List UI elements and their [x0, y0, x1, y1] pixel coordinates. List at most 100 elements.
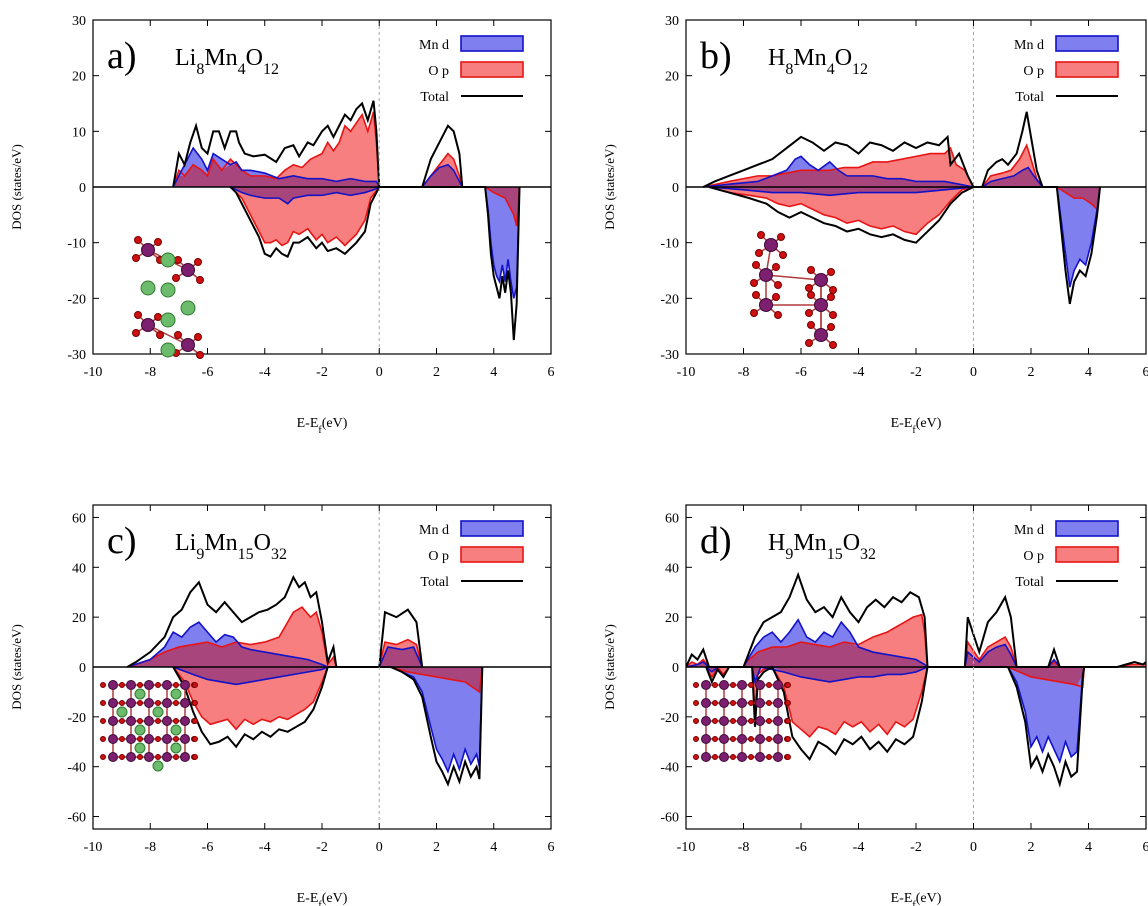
oxygen-atom — [785, 682, 791, 688]
oxygen-atom — [137, 754, 143, 760]
legend-swatch-mnd — [1055, 520, 1119, 537]
x-axis-label-unit: (eV) — [322, 891, 348, 906]
oxygen-atom — [154, 313, 162, 321]
legend-label: Total — [420, 90, 449, 105]
oxygen-atom — [807, 291, 815, 299]
manganese-atom — [108, 734, 118, 744]
lithium-atom — [180, 300, 196, 316]
y-tick-label: 0 — [672, 661, 679, 676]
oxygen-atom — [750, 279, 758, 287]
oxygen-atom — [730, 754, 736, 760]
oxygen-atom — [192, 682, 198, 688]
oxygen-atom — [748, 736, 754, 742]
x-tick-label: -2 — [910, 365, 922, 380]
y-tick-label: -40 — [660, 761, 679, 776]
oxygen-atom — [693, 736, 699, 742]
x-tick-label: -2 — [910, 840, 922, 855]
oxygen-atom — [805, 284, 813, 292]
oxygen-atom — [805, 339, 813, 347]
manganese-atom — [814, 298, 828, 312]
x-axis-label: E-Ef(eV) — [297, 891, 348, 906]
legend-label: Mn d — [419, 523, 449, 538]
y-tick-label: 20 — [72, 611, 86, 626]
bond — [147, 324, 189, 346]
x-tick-label: 4 — [490, 365, 497, 380]
manganese-atom — [773, 734, 783, 744]
oxygen-atom — [730, 718, 736, 724]
bond — [765, 274, 822, 281]
oxygen-atom — [137, 700, 143, 706]
oxygen-atom — [155, 700, 161, 706]
legend: Mn d O p Total — [1014, 520, 1119, 590]
oxygen-atom — [785, 700, 791, 706]
oxygen-atom — [100, 736, 106, 742]
x-tick-label: 6 — [548, 840, 555, 855]
oxygen-atom — [119, 682, 125, 688]
oxygen-atom — [807, 266, 815, 274]
x-tick-label: 0 — [970, 840, 977, 855]
x-tick-label: -10 — [84, 840, 103, 855]
op-area-down — [230, 187, 520, 246]
oxygen-atom — [730, 682, 736, 688]
x-tick-label: -4 — [259, 840, 271, 855]
manganese-atom — [755, 698, 765, 708]
oxygen-atom — [748, 754, 754, 760]
overlap-area-up — [703, 167, 1043, 187]
compound-formula: Li9Mn15O32 — [175, 530, 287, 563]
y-tick-label: -20 — [660, 292, 679, 307]
x-tick-label: -8 — [144, 365, 156, 380]
y-tick-label: -20 — [67, 711, 86, 726]
panel-tag: b) — [700, 35, 732, 77]
oxygen-atom — [154, 238, 162, 246]
y-tick-label: 0 — [79, 661, 86, 676]
manganese-atom — [144, 752, 154, 762]
overlap-area-down — [173, 667, 483, 692]
formula-element: Mn — [793, 45, 826, 71]
legend-label: Total — [1015, 90, 1044, 105]
formula-element: O — [246, 45, 263, 71]
mnd-area-down — [230, 187, 520, 299]
manganese-atom — [180, 752, 190, 762]
x-axis-label-sub: f — [912, 900, 916, 906]
manganese-atom — [126, 680, 136, 690]
y-tick-label: -40 — [67, 761, 86, 776]
legend-label: Mn d — [419, 38, 449, 53]
manganese-atom — [180, 716, 190, 726]
oxygen-atom — [194, 258, 202, 266]
x-axis-label-unit: (eV) — [916, 416, 942, 431]
x-axis-label: E-Ef(eV) — [891, 891, 942, 906]
x-axis-label-main: E-E — [297, 891, 319, 906]
lithium-atom — [170, 688, 182, 700]
oxygen-atom — [829, 311, 837, 319]
manganese-atom — [141, 318, 155, 332]
x-axis-label-sub: f — [318, 900, 322, 906]
mnd-line-up — [686, 618, 1061, 668]
x-tick-label: 4 — [1085, 840, 1092, 855]
x-tick-label: -2 — [316, 365, 328, 380]
manganese-atom — [719, 680, 729, 690]
x-tick-label: 2 — [433, 365, 440, 380]
oxygen-atom — [766, 736, 772, 742]
legend-swatch-op — [1055, 61, 1119, 78]
y-tick-label: -30 — [660, 348, 679, 363]
oxygen-atom — [785, 754, 791, 760]
manganese-atom — [755, 752, 765, 762]
manganese-atom — [719, 734, 729, 744]
y-tick-label: -10 — [660, 237, 679, 252]
oxygen-atom — [192, 700, 198, 706]
manganese-atom — [814, 328, 828, 342]
legend-label: Total — [1015, 575, 1044, 590]
op-area-down — [706, 667, 1085, 737]
manganese-atom — [701, 698, 711, 708]
x-axis-label-unit: (eV) — [322, 416, 348, 431]
x-tick-label: 2 — [433, 840, 440, 855]
y-tick-label: -20 — [660, 711, 679, 726]
op-line-down — [229, 186, 521, 247]
legend-label: Mn d — [1014, 38, 1044, 53]
y-tick-label: 40 — [72, 561, 86, 576]
x-tick-label: 6 — [1143, 365, 1148, 380]
oxygen-atom — [155, 682, 161, 688]
y-tick-label: -60 — [660, 811, 679, 826]
manganese-atom — [180, 680, 190, 690]
